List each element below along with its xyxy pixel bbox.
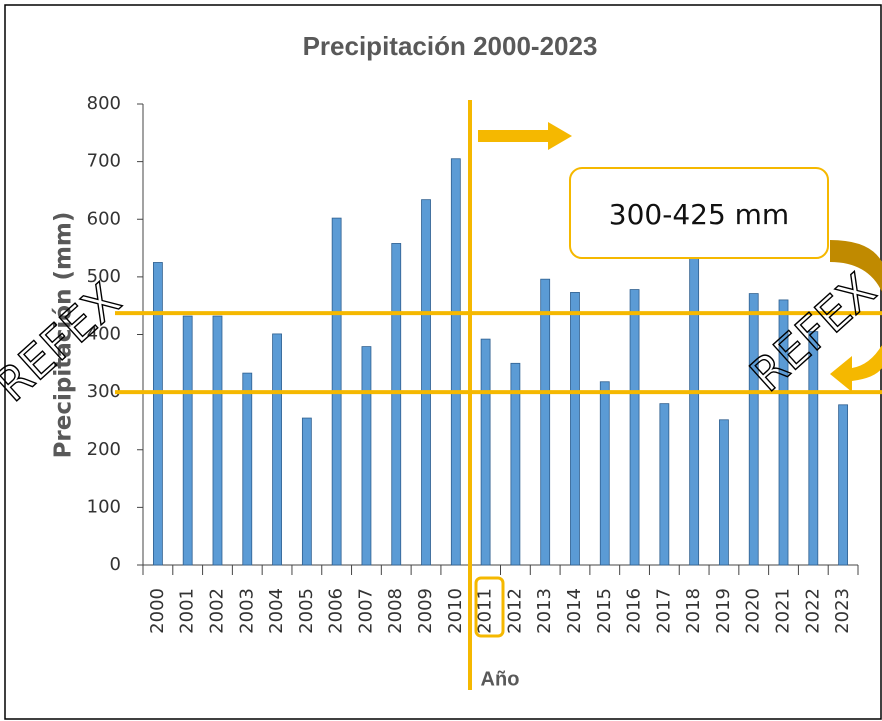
arrow-body <box>478 130 550 142</box>
x-tick-label: 2021 <box>773 588 794 634</box>
x-tick-label: 2012 <box>504 588 525 634</box>
bar <box>421 199 431 566</box>
x-tick-label: 2002 <box>206 588 227 634</box>
x-tick-label: 2013 <box>534 588 555 634</box>
y-tick-label: 100 <box>87 496 121 517</box>
x-tick-label: 2001 <box>177 588 198 634</box>
bar <box>748 293 759 566</box>
bar <box>659 403 670 566</box>
x-tick-label: 2023 <box>832 588 853 634</box>
x-axis-label: Año <box>481 668 520 690</box>
bar <box>391 243 402 566</box>
bar <box>570 292 580 566</box>
x-tick-label: 2007 <box>355 588 376 634</box>
bar <box>301 417 312 566</box>
x-tick-label: 2008 <box>385 588 406 634</box>
bar <box>510 362 521 566</box>
bar <box>242 372 253 566</box>
bar <box>599 381 610 566</box>
x-tick-label: 2010 <box>445 588 466 634</box>
x-tick-label: 2022 <box>802 588 823 634</box>
bar <box>152 262 163 566</box>
x-tick-label: 2015 <box>594 588 615 634</box>
x-tick-label: 2017 <box>653 588 674 634</box>
y-tick-label: 700 <box>87 151 121 172</box>
annotation-text: 300-425 mm <box>609 198 789 231</box>
bar <box>778 299 789 566</box>
bar <box>689 256 700 566</box>
plot-area: 0 100 200 300 400 500 600 700 800 2000 2001 2002 200… <box>87 93 859 634</box>
chart-title: Precipitación 2000-2023 <box>303 31 598 61</box>
x-tick-label: 2018 <box>683 588 704 634</box>
curved-arrow <box>830 345 882 392</box>
bar <box>182 315 193 566</box>
y-axis-label: Precipitación (mm) <box>51 212 77 459</box>
y-tick-label: 300 <box>87 381 121 402</box>
y-tick-label: 600 <box>87 208 121 229</box>
x-tick-label: 2014 <box>564 588 585 634</box>
bar <box>808 331 819 566</box>
y-tick-label: 0 <box>110 554 121 575</box>
bar <box>838 404 849 566</box>
x-tick-label: 2019 <box>713 588 734 634</box>
highlight-box <box>474 576 505 638</box>
x-tick-label: 2020 <box>743 588 764 634</box>
x-tick-label: 2003 <box>236 588 257 634</box>
annotation-box <box>569 167 829 259</box>
x-tick-label: 2004 <box>266 588 287 634</box>
y-tick-label: 400 <box>87 324 121 345</box>
x-tick-label: 2011 <box>475 588 496 634</box>
y-tick-label: 200 <box>87 439 121 460</box>
bar <box>450 158 461 566</box>
bar <box>540 278 551 566</box>
y-tick-label: 800 <box>87 93 121 114</box>
y-tick-label: 500 <box>87 266 121 287</box>
bar <box>629 289 640 566</box>
curved-arrow <box>830 240 882 292</box>
bar <box>719 419 729 566</box>
bar <box>212 315 223 566</box>
chart-frame <box>4 4 882 720</box>
x-tick-label: 2000 <box>147 588 168 634</box>
x-tick-label: 2006 <box>326 588 347 634</box>
x-tick-label: 2016 <box>624 588 645 634</box>
bar <box>361 346 372 566</box>
bar <box>272 333 282 566</box>
arrow-head <box>548 122 572 150</box>
bar <box>480 338 491 566</box>
x-tick-label: 2009 <box>415 588 436 634</box>
x-tick-label: 2005 <box>296 588 317 634</box>
